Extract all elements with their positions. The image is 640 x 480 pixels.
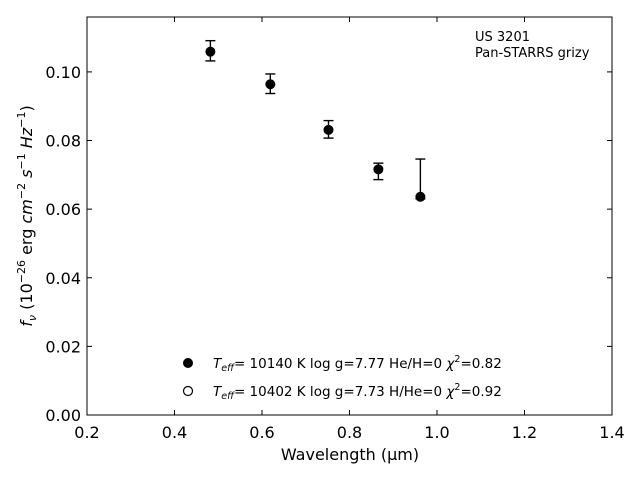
legend-marker-filled [183, 358, 193, 368]
x-tick-label: 0.2 [74, 423, 99, 442]
y-tick-label: 0.04 [45, 269, 81, 288]
legend-entry-2: Teff= 10402 K log g=7.73 H/He=0 χ2=0.92 [213, 382, 502, 402]
tick-marks [86, 17, 613, 416]
x-tick-label: 0.6 [249, 423, 274, 442]
annotation-object-name: US 3201 [475, 30, 530, 45]
data-points [205, 39, 426, 202]
x-tick-label: 0.4 [162, 423, 187, 442]
y-tick-label: 0.08 [45, 132, 81, 151]
x-tick-label: 1.0 [424, 423, 449, 442]
data-point [415, 191, 426, 202]
x-axis-label: Wavelength (μm) [281, 445, 419, 464]
y-tick-label: 0.00 [45, 406, 81, 425]
x-tick-labels: 0.2 0.4 0.6 0.8 1.0 1.2 1.4 [74, 423, 624, 442]
y-axis-label: fν (10−26 erg cm−2 s−1 Hz−1) [15, 105, 39, 326]
x-tick-label: 1.2 [512, 423, 537, 442]
y-tick-labels: 0.00 0.02 0.04 0.06 0.08 0.10 [45, 63, 81, 425]
y-tick-label: 0.10 [45, 63, 81, 82]
legend: Teff= 10140 K log g=7.77 He/H=0 χ2=0.82 … [182, 354, 502, 402]
data-point [205, 46, 216, 57]
annotation-survey-name: Pan-STARRS grizy [475, 46, 590, 61]
data-point [265, 79, 276, 90]
y-tick-label: 0.02 [45, 337, 81, 356]
legend-marker-open [182, 385, 194, 397]
y-tick-label: 0.06 [45, 200, 81, 219]
data-point [373, 164, 384, 175]
x-tick-label: 0.8 [337, 423, 362, 442]
legend-entry-1: Teff= 10140 K log g=7.77 He/H=0 χ2=0.82 [213, 354, 502, 374]
data-point [323, 124, 334, 135]
x-tick-label: 1.4 [599, 423, 624, 442]
